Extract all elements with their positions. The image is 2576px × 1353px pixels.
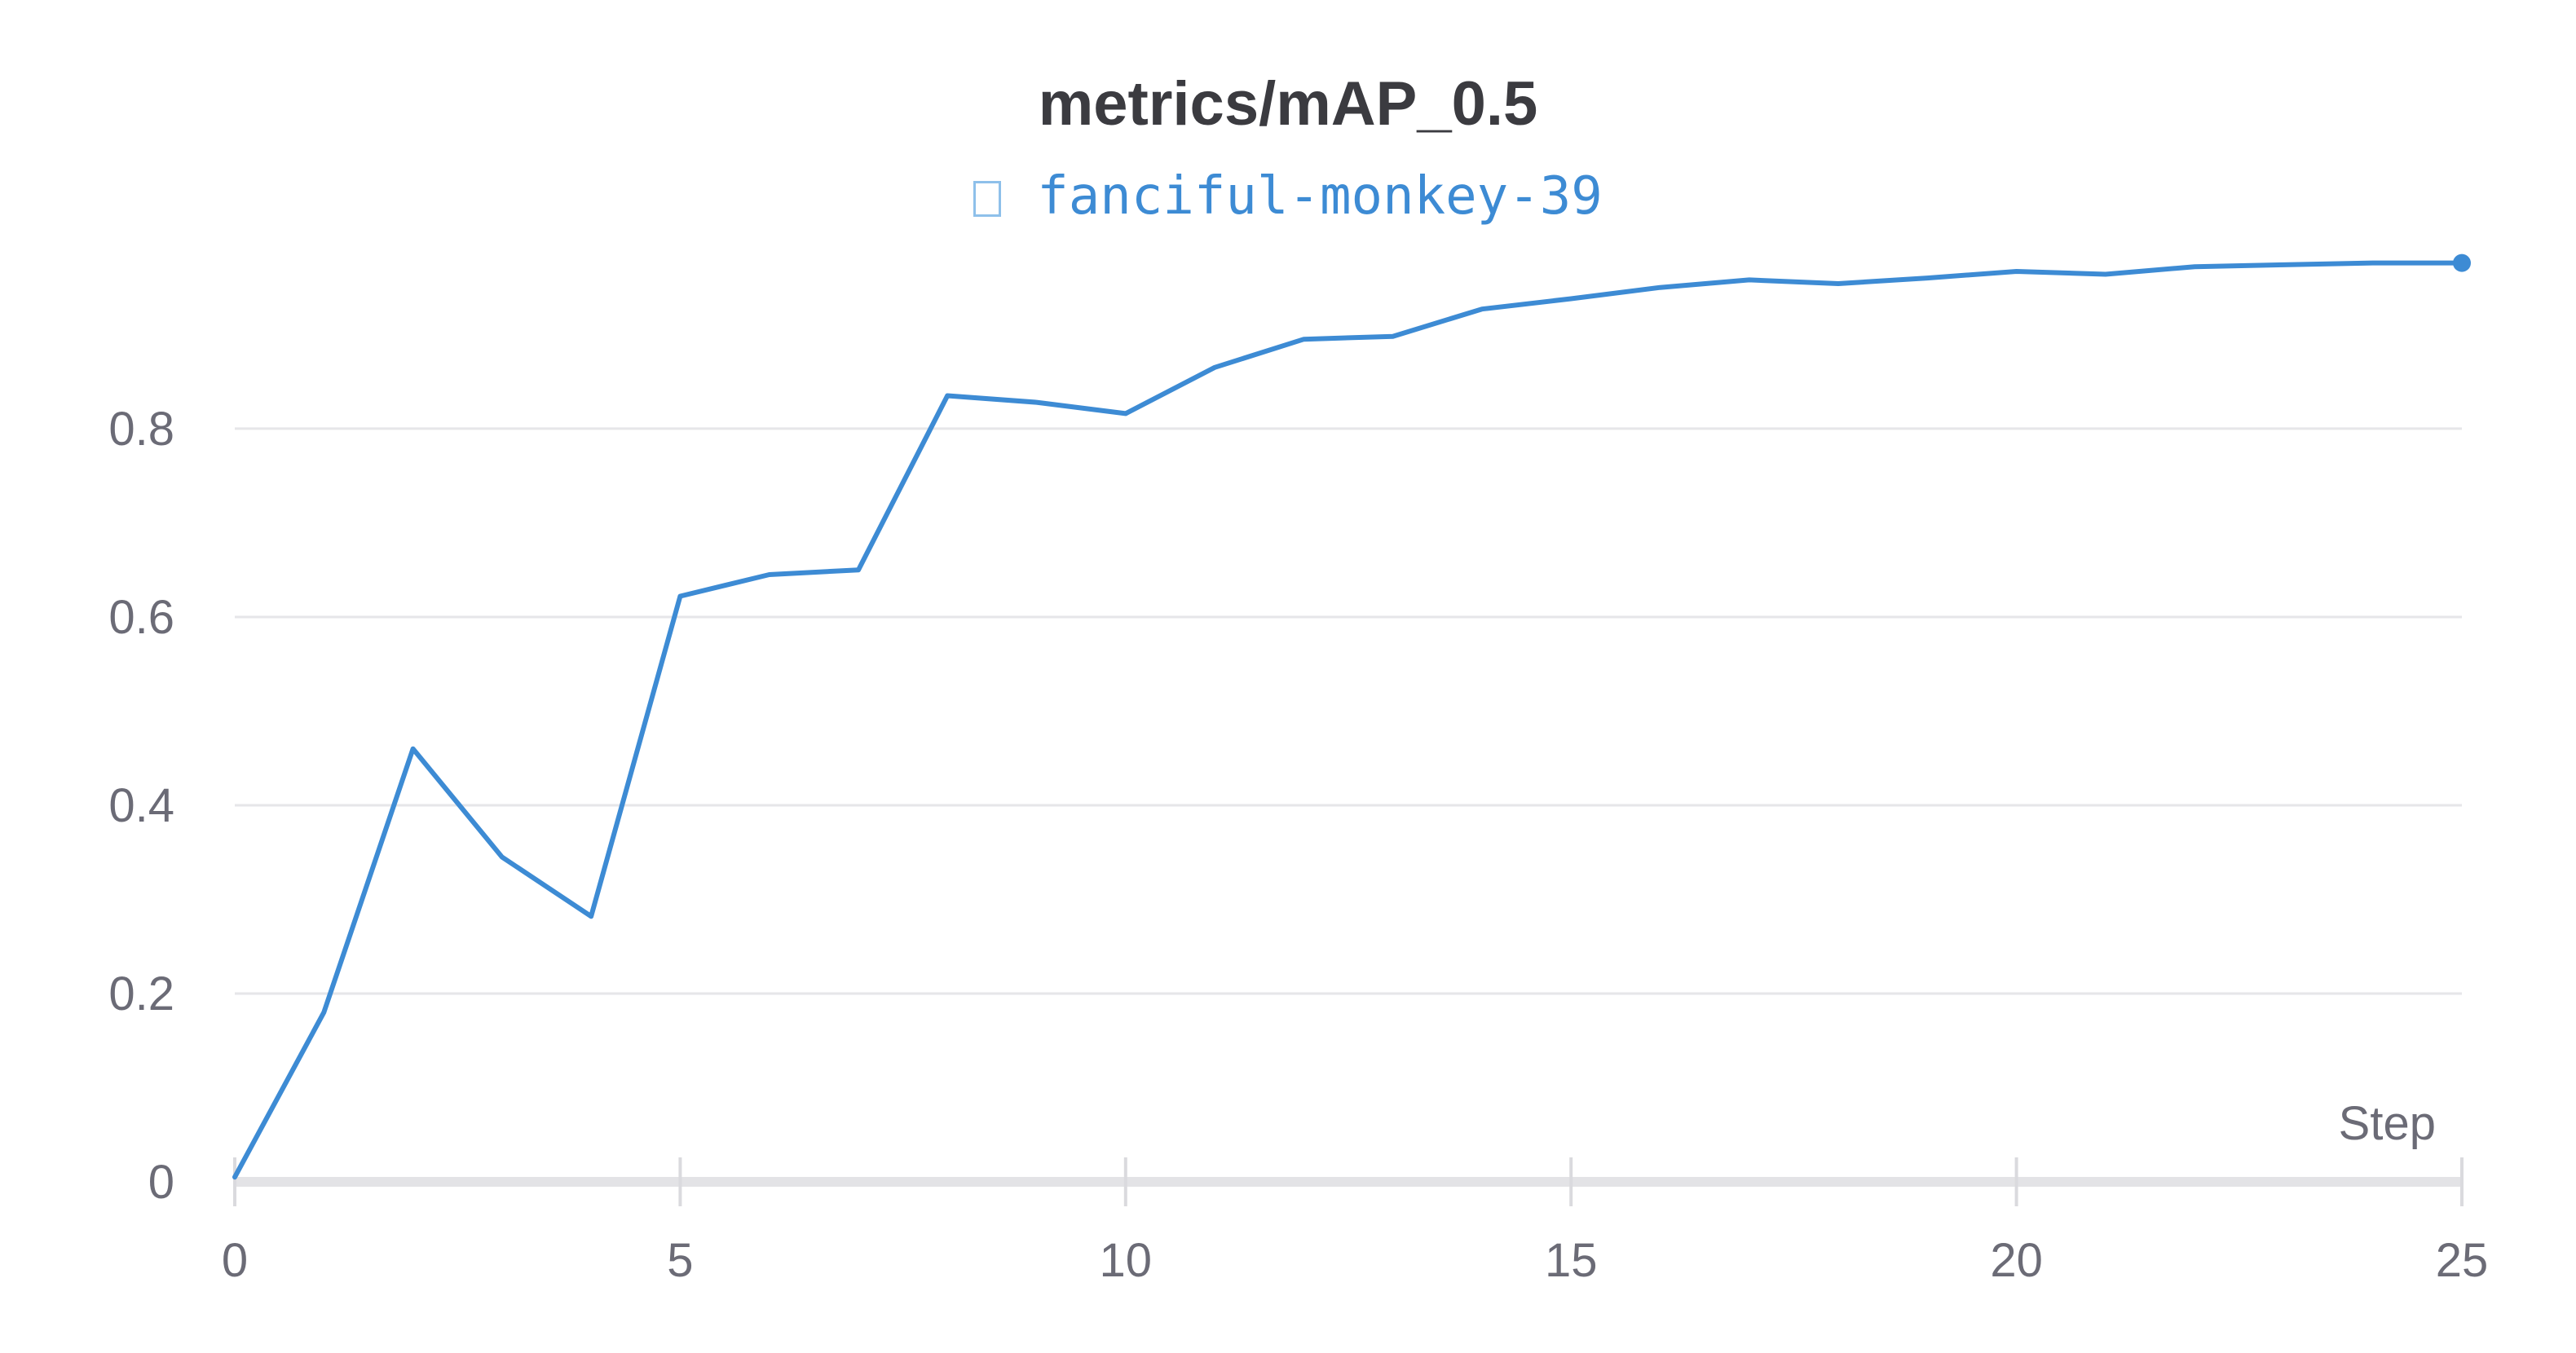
chart-title: metrics/mAP_0.5 [1038,69,1538,139]
x-axis-title: Step [2339,1097,2436,1150]
y-axis: 0 0.2 0.4 0.6 0.8 [108,403,174,1209]
grid-lines [235,427,2462,995]
y-tick-label: 0.8 [108,403,174,456]
series-line[interactable] [232,260,2464,1180]
legend[interactable]: fanciful-monkey-39 [0,160,2576,233]
x-axis [233,1157,2464,1206]
series-layer [232,253,2471,1180]
x-tick-label: 15 [1545,1234,1598,1287]
x-tick-label: 25 [2436,1234,2489,1287]
y-tick-label: 0.6 [108,591,174,644]
x-tick-label: 10 [1100,1234,1153,1287]
x-tick-label: 5 [667,1234,693,1287]
x-tick-label: 0 [222,1234,248,1287]
last-point-marker[interactable] [2453,253,2471,272]
legend-swatch-icon [973,181,1002,217]
x-tick-labels: 0 5 10 15 20 25 [222,1234,2488,1287]
y-tick-label: 0 [148,1156,174,1209]
y-tick-label: 0.4 [108,779,174,832]
legend-series-name: fanciful-monkey-39 [1037,166,1603,227]
x-tick-label: 20 [1990,1234,2043,1287]
y-tick-label: 0.2 [108,967,174,1020]
